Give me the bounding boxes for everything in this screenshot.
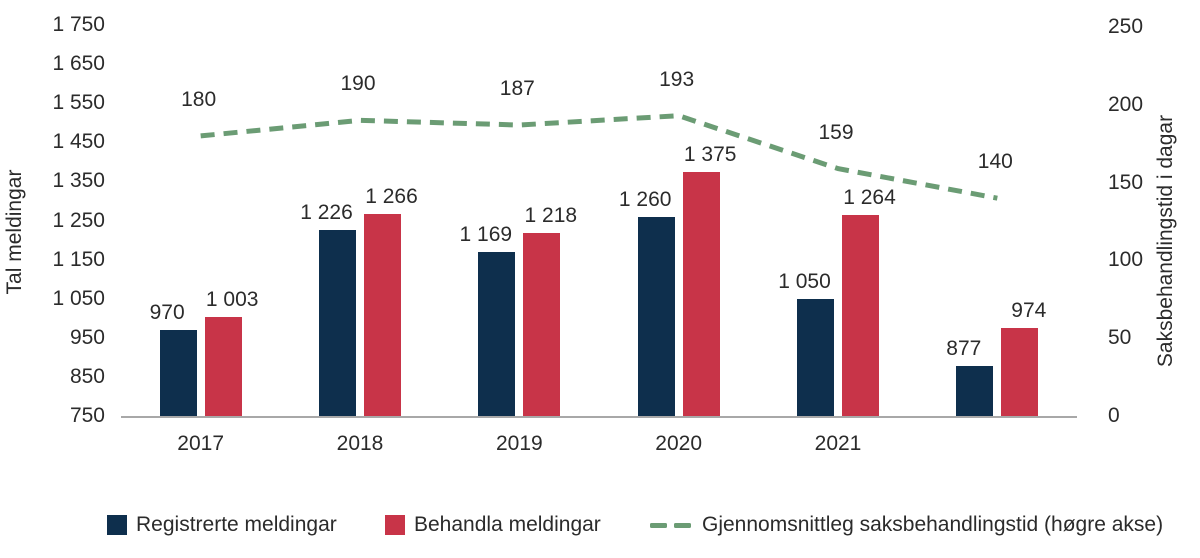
legend-item-behandla-meldingar: Behandla meldingar: [385, 509, 601, 541]
left-axis-tick: 750: [69, 404, 105, 427]
bar-value-label: 1 266: [365, 185, 418, 209]
bar-value-label: 1 264: [843, 186, 896, 210]
x-axis-line: [121, 416, 1077, 418]
line-value-label: 190: [340, 72, 376, 96]
bar-value-label: 1 226: [300, 200, 353, 224]
bar-value-label: 1 003: [205, 288, 259, 312]
bar-value-label: 970: [149, 300, 185, 324]
left-axis-tick: 1 150: [52, 247, 105, 271]
bar-registrerte: [319, 229, 356, 416]
right-axis-tick: 150: [1108, 170, 1144, 194]
line-value-label: 140: [977, 150, 1013, 174]
bar-registrerte: [797, 298, 834, 416]
bar-behandla: [204, 317, 242, 416]
bar-value-label: 1 375: [683, 142, 737, 166]
line-value-label: 193: [659, 67, 695, 91]
legend-label-behandla-meldingar: Behandla meldingar: [414, 513, 601, 536]
left-axis-title: Tal meldingar: [3, 169, 26, 295]
legend-swatch-registrerte-meldingar: [107, 515, 127, 535]
bar-behandla: [842, 215, 879, 416]
bar-behandla: [523, 233, 561, 416]
legend-item-registrerte-meldingar: Registrerte meldingar: [107, 509, 337, 541]
left-axis-tick: 850: [69, 364, 105, 388]
right-axis-title: Saksbehandlingstid i dagar: [1154, 114, 1177, 368]
bar-registrerte: [478, 252, 516, 416]
bar-value-label: 1 260: [618, 187, 672, 211]
left-axis-tick: 950: [69, 325, 105, 349]
legend-label-saksbehandlingstid: Gjennomsnittleg saksbehandlingstid (høgr…: [702, 513, 1164, 536]
legend-item-saksbehandlingstid: Gjennomsnittleg saksbehandlingstid (høgr…: [650, 509, 1163, 541]
bar-behandla: [682, 171, 720, 416]
bar-value-label: 974: [1011, 299, 1047, 323]
x-axis-label: 2017: [177, 432, 225, 455]
bar-registrerte: [637, 216, 675, 416]
left-axis-tick: 1 550: [52, 91, 105, 115]
right-axis-tick: 200: [1108, 92, 1144, 116]
right-axis-tick: 50: [1108, 326, 1132, 350]
left-axis-tick: 1 650: [52, 52, 105, 76]
x-axis-label: 2020: [655, 432, 703, 455]
left-axis-tick: 1 050: [52, 286, 105, 310]
x-axis-label: 2019: [495, 432, 543, 455]
bar-value-label: 1 050: [778, 269, 831, 293]
bar-value-label: 1 218: [524, 204, 578, 227]
x-axis-label: 2018: [336, 432, 384, 455]
x-axis-label: 2021: [814, 432, 862, 455]
legend-label-registrerte-meldingar: Registrerte meldingar: [136, 513, 337, 536]
left-axis-tick: 1 750: [52, 13, 105, 36]
bar-value-label: 877: [946, 337, 982, 361]
bar-behandla: [1001, 328, 1039, 416]
line-value-label: 180: [181, 87, 217, 111]
bar-registrerte: [956, 366, 994, 416]
line-value-label: 159: [818, 120, 854, 144]
bar-registrerte: [159, 329, 197, 416]
legend-swatch-behandla-meldingar: [385, 515, 405, 535]
bar-value-label: 1 169: [459, 223, 513, 247]
left-axis-tick: 1 350: [52, 169, 105, 193]
line-value-label: 187: [499, 77, 535, 101]
right-axis-tick: 0: [1108, 404, 1120, 427]
bar-behandla: [364, 214, 401, 416]
legend-dashed-line-swatch: [650, 522, 691, 528]
right-axis-tick: 250: [1108, 15, 1144, 38]
left-axis-tick: 1 450: [52, 130, 105, 154]
right-axis-tick: 100: [1108, 248, 1144, 272]
left-axis-tick: 1 250: [52, 208, 105, 232]
